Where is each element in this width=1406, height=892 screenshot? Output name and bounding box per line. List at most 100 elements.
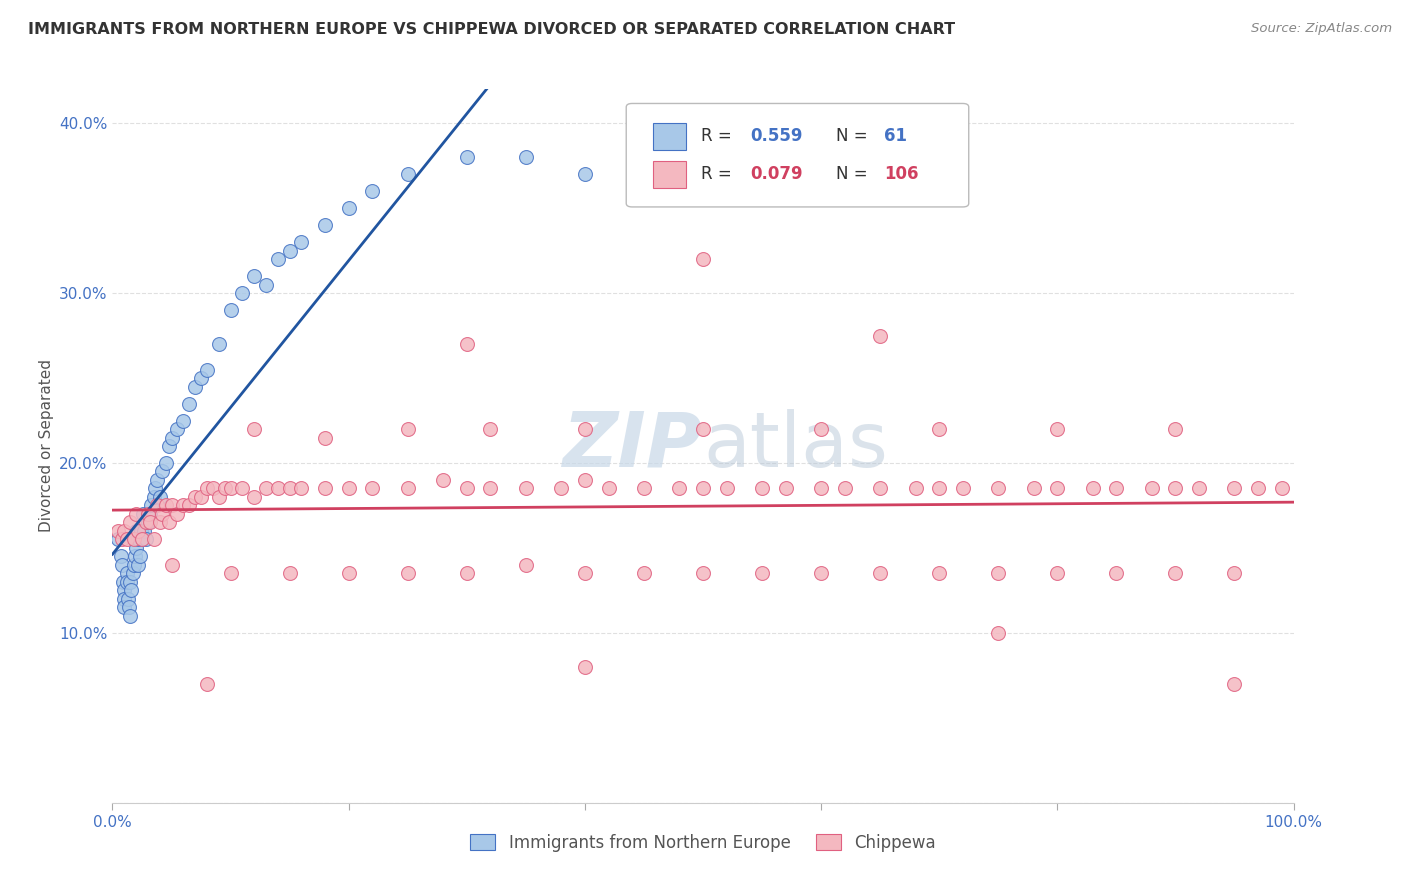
Text: Source: ZipAtlas.com: Source: ZipAtlas.com — [1251, 22, 1392, 36]
Point — [155, 456, 177, 470]
Point — [1081, 482, 1104, 496]
Point — [716, 482, 738, 496]
Point — [1046, 422, 1069, 436]
Point — [122, 533, 145, 547]
Point — [135, 516, 157, 530]
Text: atlas: atlas — [703, 409, 887, 483]
Point — [107, 524, 129, 538]
Point — [456, 337, 478, 351]
Point — [125, 533, 148, 547]
Point — [184, 490, 207, 504]
Point — [1188, 482, 1211, 496]
Point — [869, 328, 891, 343]
Text: 0.559: 0.559 — [751, 128, 803, 145]
Point — [219, 482, 242, 496]
Point — [195, 482, 218, 496]
Point — [574, 660, 596, 674]
Point — [134, 524, 156, 538]
Point — [314, 482, 336, 496]
Point — [172, 413, 194, 427]
Point — [121, 566, 143, 581]
Point — [1223, 677, 1246, 691]
Point — [515, 482, 537, 496]
Point — [125, 507, 148, 521]
Point — [184, 379, 207, 393]
Point — [122, 533, 145, 547]
Point — [751, 566, 773, 581]
Point — [131, 533, 153, 547]
Point — [118, 600, 141, 615]
Point — [219, 303, 242, 318]
Point — [195, 362, 218, 376]
Point — [127, 533, 149, 547]
Point — [190, 490, 212, 504]
Point — [131, 533, 153, 547]
Point — [254, 277, 277, 292]
Text: N =: N = — [837, 128, 868, 145]
Point — [361, 184, 384, 198]
Point — [692, 422, 714, 436]
Point — [987, 566, 1010, 581]
Point — [267, 252, 290, 266]
Point — [928, 422, 950, 436]
Point — [146, 473, 169, 487]
Point — [243, 422, 266, 436]
Point — [479, 482, 502, 496]
Point — [1164, 482, 1187, 496]
Point — [775, 482, 797, 496]
Point — [214, 482, 236, 496]
Point — [1140, 482, 1163, 496]
Point — [111, 533, 134, 547]
Point — [128, 549, 150, 564]
Point — [157, 439, 180, 453]
Text: N =: N = — [837, 165, 868, 183]
Point — [179, 499, 201, 513]
Point — [869, 482, 891, 496]
Point — [142, 533, 165, 547]
Point — [166, 422, 188, 436]
Point — [136, 507, 159, 521]
Point — [1223, 482, 1246, 496]
Point — [112, 574, 135, 589]
Text: R =: R = — [700, 165, 737, 183]
Point — [1247, 482, 1270, 496]
Point — [243, 490, 266, 504]
Point — [139, 507, 162, 521]
Point — [120, 608, 142, 623]
Point — [150, 465, 173, 479]
Point — [751, 482, 773, 496]
Point — [396, 566, 419, 581]
Point — [120, 516, 142, 530]
Point — [127, 524, 149, 538]
Point — [290, 482, 312, 496]
Bar — [654, 123, 686, 150]
Point — [110, 549, 132, 564]
Point — [125, 524, 148, 538]
Point — [166, 507, 188, 521]
Text: IMMIGRANTS FROM NORTHERN EUROPE VS CHIPPEWA DIVORCED OR SEPARATED CORRELATION CH: IMMIGRANTS FROM NORTHERN EUROPE VS CHIPP… — [28, 22, 955, 37]
Point — [150, 507, 173, 521]
Point — [160, 430, 183, 444]
Point — [574, 566, 596, 581]
Point — [115, 566, 138, 581]
Point — [456, 482, 478, 496]
Point — [141, 499, 163, 513]
Y-axis label: Divorced or Separated: Divorced or Separated — [38, 359, 53, 533]
Point — [149, 516, 172, 530]
Point — [129, 524, 152, 538]
FancyBboxPatch shape — [626, 103, 969, 207]
Point — [120, 583, 142, 598]
Point — [172, 499, 194, 513]
Point — [952, 482, 974, 496]
Point — [904, 482, 927, 496]
Point — [396, 167, 419, 181]
Point — [987, 626, 1010, 640]
Point — [1164, 566, 1187, 581]
Point — [124, 549, 146, 564]
Point — [810, 566, 832, 581]
Point — [515, 150, 537, 164]
Point — [314, 430, 336, 444]
Point — [432, 473, 454, 487]
Point — [1164, 422, 1187, 436]
Point — [1046, 482, 1069, 496]
